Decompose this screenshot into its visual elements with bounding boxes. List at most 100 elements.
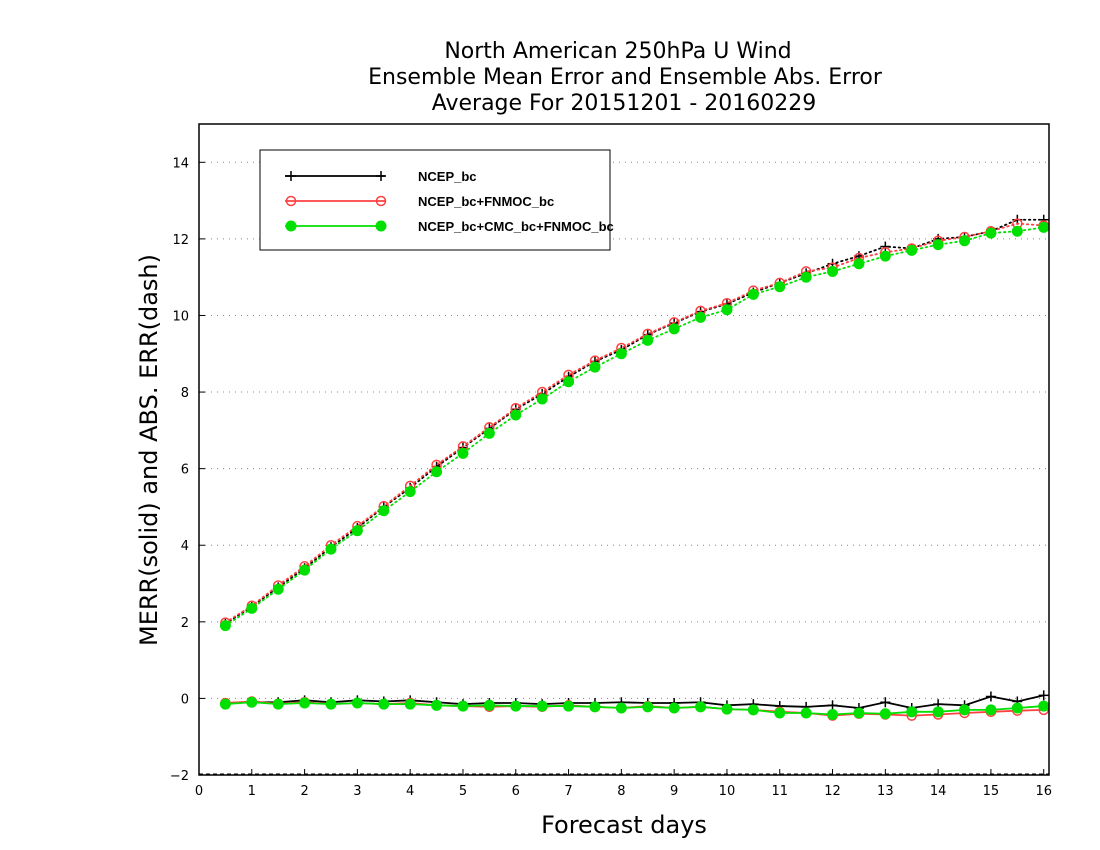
abs-err-point [800, 271, 812, 283]
mean-err-point [536, 700, 548, 712]
mean-err-point [272, 698, 284, 710]
mean-err-point [774, 707, 786, 719]
mean-err-point [668, 702, 680, 714]
legend-label: NCEP_bc [418, 169, 477, 184]
abs-err-point [695, 311, 707, 323]
mean-err-point [932, 706, 944, 718]
abs-err-point [747, 288, 759, 300]
mean-err-point [431, 699, 443, 711]
x-tick-label: 13 [877, 784, 894, 799]
mean-err-point [589, 701, 601, 713]
mean-err-point [404, 698, 416, 710]
abs-err-point [880, 241, 891, 252]
x-tick-label: 11 [771, 784, 788, 799]
mean-err-point [299, 697, 311, 709]
mean-err-point [906, 706, 918, 718]
x-tick-label: 3 [353, 784, 361, 799]
x-tick-label: 14 [930, 784, 947, 799]
abs-err-point [879, 250, 891, 262]
mean-err-point [563, 700, 575, 712]
abs-err-point [457, 447, 469, 459]
abs-err-point [827, 265, 839, 277]
abs-err-point [932, 239, 944, 251]
title-line-1: North American 250hPa U Wind [444, 39, 791, 64]
legend-marker [285, 195, 297, 207]
abs-err-point [853, 258, 865, 270]
legend-marker [286, 171, 296, 181]
y-axis-label: MERR(solid) and ABS. ERR(dash) [135, 254, 163, 646]
y-tick-label: 0 [181, 692, 189, 707]
y-tick-label: 4 [181, 539, 189, 554]
abs-err-point [299, 564, 311, 576]
abs-err-point [246, 602, 258, 614]
mean-err-point [483, 699, 495, 711]
abs-err-point [378, 505, 390, 517]
abs-err-line [224, 222, 1045, 624]
x-tick-label: 0 [195, 784, 203, 799]
legend-box [259, 149, 611, 251]
series-1 [220, 218, 1049, 721]
abs-err-point [906, 244, 918, 256]
abs-err-point [272, 583, 284, 595]
mean-err-point [985, 704, 997, 716]
y-tick-label: 6 [181, 463, 189, 478]
plot-area-frame [198, 123, 1050, 776]
mean-err-point [747, 704, 759, 716]
abs-err-point [985, 227, 997, 239]
legend-marker [375, 195, 387, 207]
legend-marker [376, 171, 386, 181]
mean-err-point [985, 691, 996, 702]
abs-err-point [721, 304, 733, 316]
y-tick-label: −2 [170, 769, 189, 784]
mean-err-point [827, 708, 839, 720]
series-0 [220, 214, 1049, 713]
x-tick-label: 2 [300, 784, 308, 799]
mean-err-point [615, 702, 627, 714]
x-tick-label: 4 [406, 784, 414, 799]
abs-err-line [224, 218, 1045, 625]
mean-err-point [378, 698, 390, 710]
legend-label: NCEP_bc+FNMOC_bc [418, 194, 554, 209]
abs-err-point [536, 393, 548, 405]
legend: NCEP_bc NCEP_bc+FNMOC_bc NCEP_bc+CMC_bc+FN… [259, 149, 614, 251]
abs-err-point [589, 361, 601, 373]
abs-err-point [219, 620, 231, 632]
abs-err-point [483, 427, 495, 439]
mean-err-point [1038, 690, 1049, 701]
abs-err-point [668, 323, 680, 335]
mean-err-point [879, 708, 891, 720]
mean-err-point [457, 700, 469, 712]
series-2 [219, 221, 1050, 720]
mean-err-point [219, 698, 231, 710]
abs-err-point [1038, 221, 1050, 233]
abs-err-point [404, 486, 416, 498]
y-tick-label: 2 [181, 616, 189, 631]
abs-err-point [615, 348, 627, 360]
abs-err-point [774, 281, 786, 293]
x-tick-label: 8 [617, 784, 625, 799]
legend-marker [285, 220, 297, 232]
legend-marker [375, 220, 387, 232]
abs-err-point [325, 543, 337, 555]
y-tick-label: 10 [172, 309, 189, 324]
mean-err-point [695, 701, 707, 713]
x-tick-label: 15 [983, 784, 1000, 799]
y-tick-label: 12 [172, 233, 189, 248]
title-line-2: Ensemble Mean Error and Ensemble Abs. Er… [368, 65, 883, 90]
chart-title: North American 250hPa U Wind Ensemble Me… [368, 39, 883, 116]
x-tick-label: 6 [512, 784, 520, 799]
mean-err-point [351, 697, 363, 709]
plot-series [219, 214, 1050, 721]
y-tick-label: 14 [172, 156, 189, 171]
x-axis-label: Forecast days [541, 811, 707, 839]
title-line-3: Average For 20151201 - 20160229 [432, 91, 817, 116]
mean-err-point [510, 700, 522, 712]
gridlines [199, 161, 1049, 775]
x-tick-label: 9 [670, 784, 678, 799]
mean-err-point [246, 696, 258, 708]
legend-label: NCEP_bc+CMC_bc+FNMOC_bc [418, 219, 614, 234]
mean-err-line [225, 701, 1044, 716]
abs-err-line [224, 226, 1045, 627]
